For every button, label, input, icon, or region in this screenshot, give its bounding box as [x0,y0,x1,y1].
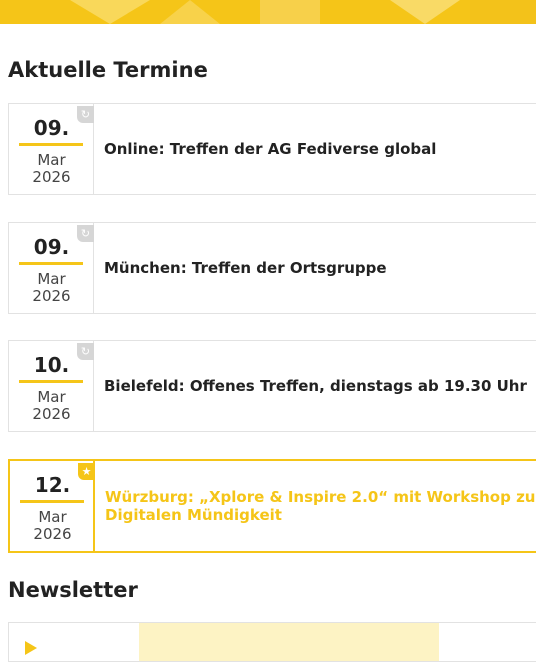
date-underline [20,500,84,503]
event-month: Mar [37,151,66,169]
date-underline [19,380,83,383]
event-day: 09. [33,235,70,259]
top-banner [0,0,536,24]
event-day: 09. [33,116,70,140]
event-title-link[interactable]: München: Treffen der Ortsgruppe [104,259,387,277]
event-month: Mar [37,270,66,288]
event-day: 12. [34,473,71,497]
star-icon: ★ [78,463,95,480]
event-item[interactable]: 09. Mar 2026 ↻ München: Treffen der Orts… [8,222,536,314]
event-date: 09. Mar 2026 ↻ [9,223,94,313]
newsletter-shade [139,623,439,661]
event-year: 2026 [32,287,71,305]
event-month: Mar [37,388,66,406]
play-arrow-icon[interactable] [25,641,37,655]
event-title-link[interactable]: Bielefeld: Offenes Treffen, dienstags ab… [104,377,527,395]
event-year: 2026 [33,525,72,543]
event-day: 10. [33,353,70,377]
event-year: 2026 [32,168,71,186]
newsletter-heading: Newsletter [8,578,138,602]
event-item-featured[interactable]: 12. Mar 2026 ★ Würzburg: „Xplore & Inspi… [8,459,536,553]
recurring-icon: ↻ [77,225,94,242]
event-date: 10. Mar 2026 ↻ [9,341,94,431]
event-item[interactable]: 09. Mar 2026 ↻ Online: Treffen der AG Fe… [8,103,536,195]
event-year: 2026 [32,405,71,423]
event-date: 09. Mar 2026 ↻ [9,104,94,194]
event-title-link[interactable]: Würzburg: „Xplore & Inspire 2.0“ mit Wor… [105,488,536,524]
termine-heading: Aktuelle Termine [8,58,208,82]
date-underline [19,143,83,146]
date-underline [19,262,83,265]
event-date: 12. Mar 2026 ★ [10,461,95,551]
event-month: Mar [38,508,67,526]
event-title-link[interactable]: Online: Treffen der AG Fediverse global [104,140,437,158]
newsletter-box [8,622,536,662]
recurring-icon: ↻ [77,106,94,123]
event-item[interactable]: 10. Mar 2026 ↻ Bielefeld: Offenes Treffe… [8,340,536,432]
recurring-icon: ↻ [77,343,94,360]
